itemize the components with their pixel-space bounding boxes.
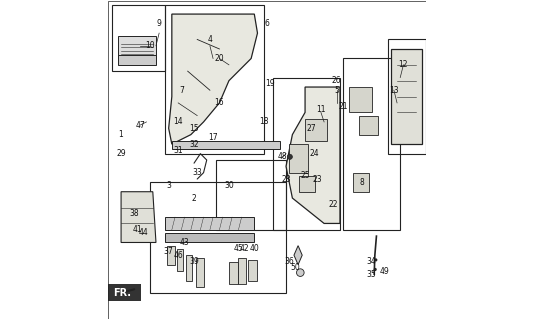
Text: 32: 32 (189, 140, 199, 148)
Text: 7: 7 (179, 86, 184, 95)
Text: FR.: FR. (113, 288, 131, 298)
FancyBboxPatch shape (167, 246, 175, 265)
Text: 10: 10 (145, 41, 154, 50)
Text: 46: 46 (174, 251, 183, 260)
Text: 33: 33 (192, 168, 202, 177)
Text: 30: 30 (224, 181, 234, 190)
Text: 23: 23 (313, 174, 323, 184)
Bar (216, 160, 286, 230)
FancyBboxPatch shape (299, 176, 315, 192)
Bar (150, 182, 286, 293)
Text: 8: 8 (360, 178, 365, 187)
Text: 48: 48 (278, 152, 288, 161)
Text: 49: 49 (380, 267, 389, 276)
Text: 6: 6 (264, 19, 270, 28)
Text: 13: 13 (389, 86, 399, 95)
FancyBboxPatch shape (195, 258, 203, 287)
Circle shape (374, 268, 377, 271)
Polygon shape (121, 192, 156, 243)
FancyBboxPatch shape (352, 173, 368, 192)
Text: 2: 2 (192, 194, 197, 203)
FancyBboxPatch shape (248, 260, 257, 281)
Text: 26: 26 (332, 76, 342, 85)
Text: 37: 37 (164, 247, 174, 257)
Text: 3: 3 (166, 181, 171, 190)
Text: 42: 42 (240, 244, 249, 253)
Text: 15: 15 (189, 124, 199, 133)
Text: 16: 16 (215, 99, 224, 108)
Text: 45: 45 (233, 244, 244, 253)
Text: 21: 21 (339, 101, 348, 111)
Text: 12: 12 (399, 60, 408, 69)
FancyBboxPatch shape (177, 249, 183, 271)
FancyBboxPatch shape (289, 144, 308, 173)
Text: 20: 20 (215, 54, 224, 63)
Text: 17: 17 (208, 133, 218, 142)
Text: 40: 40 (249, 244, 259, 253)
Text: 14: 14 (174, 117, 183, 126)
Text: 34: 34 (367, 257, 376, 266)
Text: 18: 18 (259, 117, 269, 126)
Text: 19: 19 (265, 79, 275, 88)
Text: 11: 11 (316, 105, 326, 114)
Text: 44: 44 (138, 228, 148, 237)
Text: 1: 1 (119, 130, 123, 139)
Text: 43: 43 (179, 238, 190, 247)
Text: 9: 9 (156, 19, 162, 28)
Bar (273, 77, 340, 230)
Polygon shape (169, 14, 257, 144)
FancyBboxPatch shape (118, 55, 156, 65)
FancyBboxPatch shape (349, 87, 372, 112)
Text: 31: 31 (174, 146, 183, 155)
FancyBboxPatch shape (166, 233, 254, 243)
FancyBboxPatch shape (305, 119, 327, 141)
FancyBboxPatch shape (359, 116, 378, 135)
Bar (166, 4, 264, 154)
Text: 22: 22 (329, 200, 339, 209)
FancyBboxPatch shape (239, 258, 246, 284)
Text: 36: 36 (284, 257, 294, 266)
FancyBboxPatch shape (172, 141, 280, 149)
Polygon shape (294, 246, 302, 265)
Text: 41: 41 (132, 225, 142, 234)
FancyBboxPatch shape (166, 217, 254, 230)
Text: 5: 5 (334, 86, 339, 95)
Text: 4: 4 (208, 35, 213, 44)
FancyBboxPatch shape (186, 255, 192, 281)
Circle shape (296, 269, 304, 276)
Polygon shape (286, 87, 340, 223)
FancyBboxPatch shape (229, 261, 239, 284)
Polygon shape (391, 49, 422, 144)
Text: 29: 29 (116, 149, 126, 158)
Text: 39: 39 (189, 257, 199, 266)
Text: 25: 25 (300, 172, 310, 180)
Text: 24: 24 (310, 149, 319, 158)
Bar (388, 39, 426, 154)
Text: 47: 47 (135, 121, 145, 130)
Text: 38: 38 (129, 209, 139, 219)
Bar (112, 4, 166, 71)
Text: 28: 28 (281, 174, 291, 184)
Text: 50: 50 (290, 263, 301, 272)
Bar (343, 59, 400, 230)
Text: 27: 27 (307, 124, 316, 133)
Circle shape (374, 258, 378, 261)
Circle shape (287, 154, 293, 159)
Text: 35: 35 (367, 270, 376, 279)
FancyBboxPatch shape (107, 284, 141, 300)
FancyBboxPatch shape (118, 36, 156, 59)
